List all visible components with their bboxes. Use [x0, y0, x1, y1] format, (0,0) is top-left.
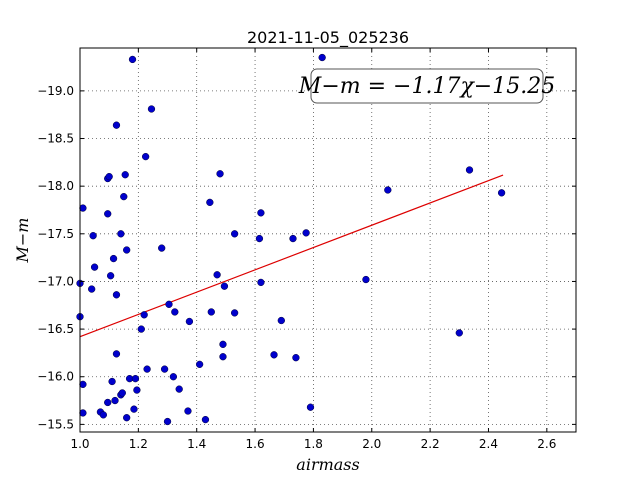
data-point [163, 417, 172, 426]
data-point [111, 396, 119, 405]
data-point [175, 385, 183, 393]
x-tick-label: 2.2 [421, 437, 440, 451]
data-point [123, 246, 131, 254]
data-point [169, 373, 178, 381]
chart-title: 2021-11-05_025236 [247, 28, 409, 48]
plot-frame [79, 47, 577, 433]
data-point [123, 414, 131, 422]
data-point [105, 172, 113, 181]
x-tick-label: 2.0 [362, 437, 381, 451]
data-point [257, 278, 265, 287]
y-axis-label: M−m [13, 218, 32, 264]
data-point [220, 282, 229, 290]
data-point [140, 311, 148, 319]
data-point [255, 234, 264, 243]
data-point [219, 353, 227, 361]
data-point [108, 377, 116, 386]
data-point [497, 189, 506, 197]
data-point [79, 204, 87, 212]
fit-annotation: M−m = −1.17χ−15.25 [298, 68, 555, 104]
data-point [289, 234, 297, 243]
annotation-text: M−m = −1.17χ−15.25 [298, 74, 555, 99]
data-point [384, 186, 392, 194]
data-point [133, 386, 141, 394]
data-point [230, 230, 239, 238]
data-point [141, 152, 150, 161]
data-point [185, 317, 194, 326]
data-point [137, 325, 145, 333]
data-points [76, 53, 506, 426]
x-tick-label: 1.0 [70, 437, 89, 451]
data-point [79, 409, 87, 417]
data-point [89, 232, 97, 240]
x-tick-label: 2.4 [479, 437, 498, 451]
x-tick-label: 1.8 [304, 437, 323, 451]
y-axis-ticks: −15.5 −16.0 −16.5 −17.0 −17.5 −18.0 −18.5 −19.0 [37, 84, 576, 431]
data-point [306, 403, 315, 411]
data-point [112, 291, 121, 299]
grid [79, 48, 576, 432]
data-point [112, 350, 121, 358]
data-point [99, 411, 107, 419]
y-tick-label: −18.0 [37, 179, 74, 193]
data-point [277, 316, 285, 325]
data-point [130, 405, 138, 413]
x-tick-label: 1.4 [187, 437, 206, 451]
data-point [147, 105, 156, 113]
data-point [171, 308, 179, 316]
data-point [131, 374, 140, 383]
x-axis-label: airmass [296, 455, 359, 474]
data-point [201, 415, 210, 424]
data-point [216, 170, 224, 178]
y-tick-label: −16.5 [37, 322, 74, 336]
data-point [104, 398, 112, 407]
y-tick-label: −17.0 [37, 274, 74, 288]
data-point [318, 53, 326, 62]
data-point [90, 263, 99, 271]
data-point [120, 192, 128, 201]
data-point [195, 360, 204, 368]
data-point [160, 365, 169, 373]
annotation-box [310, 68, 544, 104]
data-point [106, 272, 115, 280]
data-point [104, 210, 112, 218]
data-point [465, 166, 474, 174]
data-point [88, 285, 96, 293]
data-point [206, 198, 214, 207]
x-tick-label: 1.6 [246, 437, 265, 451]
data-point [213, 271, 221, 279]
data-point [79, 380, 87, 389]
data-point [362, 275, 370, 284]
data-point [455, 329, 463, 337]
data-point [158, 244, 166, 252]
fit-line [79, 174, 504, 338]
data-point [165, 300, 173, 308]
fit-line-group [79, 174, 504, 338]
data-point [257, 209, 265, 217]
data-point [230, 309, 239, 317]
y-tick-label: −18.5 [37, 132, 74, 146]
x-tick-label: 2.6 [537, 437, 556, 451]
data-point [270, 351, 278, 359]
y-tick-label: −16.0 [37, 370, 74, 384]
x-tick-label: 1.2 [129, 437, 148, 451]
x-axis-ticks: 1.0 1.2 1.4 1.6 1.8 2.0 2.2 2.4 2.6 [70, 48, 556, 451]
data-point [118, 389, 126, 397]
data-point [112, 121, 121, 129]
data-point [184, 407, 192, 415]
data-point [109, 254, 118, 263]
data-point [302, 229, 310, 237]
y-tick-label: −17.5 [37, 227, 74, 241]
data-point [121, 171, 129, 179]
data-point [219, 340, 227, 348]
data-point [143, 365, 151, 373]
data-point [128, 55, 137, 64]
y-tick-label: −15.5 [37, 417, 74, 431]
data-point [292, 354, 300, 362]
data-point [117, 230, 125, 238]
y-tick-label: −19.0 [37, 84, 74, 98]
data-point [207, 308, 215, 316]
